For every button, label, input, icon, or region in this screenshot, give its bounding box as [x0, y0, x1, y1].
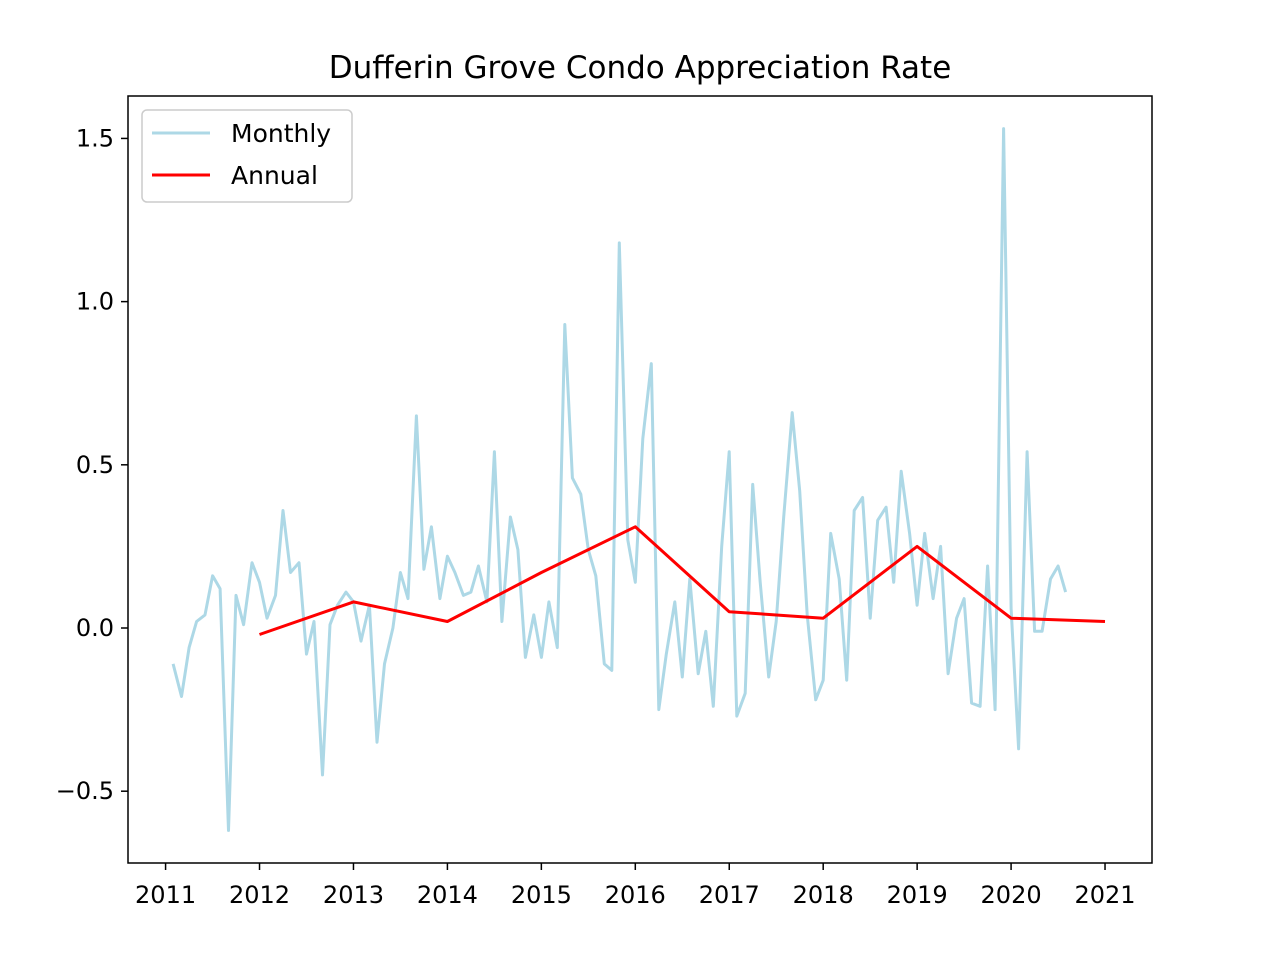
x-tick-label: 2021: [1074, 881, 1135, 909]
y-axis: −0.5 0.0 0.5 1.0 1.5: [56, 124, 128, 805]
x-tick-label: 2016: [605, 881, 666, 909]
y-tick-label: 1.0: [76, 288, 114, 316]
series-line-annual: [259, 525, 1106, 636]
x-tick-label: 2015: [511, 881, 572, 909]
x-tick-label: 2018: [793, 881, 854, 909]
y-tick-label: 0.5: [76, 451, 114, 479]
y-tick-label: 0.0: [76, 614, 114, 642]
legend: Monthly Annual: [141, 109, 353, 203]
chart-title: Dufferin Grove Condo Appreciation Rate: [329, 50, 952, 86]
x-tick-label: 2017: [699, 881, 760, 909]
y-tick-label: −0.5: [56, 777, 114, 805]
x-tick-label: 2019: [887, 881, 948, 909]
x-tick-label: 2020: [981, 881, 1042, 909]
x-tick-label: 2013: [323, 881, 384, 909]
series-layer: [171, 127, 1106, 832]
series-line-monthly: [171, 127, 1068, 832]
legend-label-monthly: Monthly: [231, 119, 331, 148]
x-axis: 2011 2012 2013 2014 2015 2016 2017 2018 2019 2020…: [135, 863, 1136, 909]
x-tick-label: 2011: [135, 881, 196, 909]
plot-frame: [127, 95, 1153, 864]
y-tick-label: 1.5: [76, 124, 114, 152]
x-tick-label: 2014: [417, 881, 478, 909]
legend-label-annual: Annual: [231, 161, 318, 190]
x-tick-label: 2012: [229, 881, 290, 909]
